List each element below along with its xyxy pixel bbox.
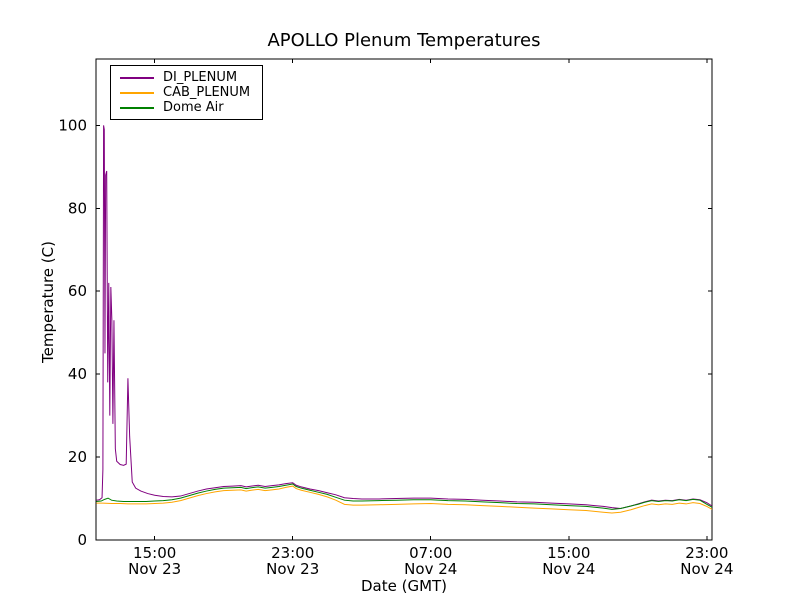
x-tick-label-date: Nov 23: [266, 560, 319, 578]
axes-border: [95, 58, 713, 541]
chart-title: APOLLO Plenum Temperatures: [267, 30, 541, 51]
x-tick-label-time: 23:00: [271, 544, 314, 562]
y-tick-label: 0: [77, 531, 87, 549]
x-axis-label: Date (GMT): [360, 577, 448, 595]
legend-label: CAB_PLENUM: [163, 85, 251, 100]
x-tick-label-date: Nov 23: [128, 560, 181, 578]
y-axis-label: Temperature (C): [39, 241, 57, 363]
series-line-DI_PLENUM: [96, 125, 713, 509]
legend-line-sample: [120, 91, 154, 94]
x-tick-label-time: 07:00: [409, 544, 452, 562]
y-tick-label: 40: [68, 365, 87, 383]
legend-item: CAB_PLENUM: [120, 85, 250, 100]
x-tick-label-time: 15:00: [547, 544, 590, 562]
legend-label: DI_PLENUM: [163, 70, 238, 85]
x-tick-label-time: 23:00: [685, 544, 728, 562]
legend-item: DI_PLENUM: [120, 70, 250, 85]
legend: DI_PLENUM CAB_PLENUM Dome Air: [110, 65, 264, 120]
series-line-CAB_PLENUM: [96, 485, 713, 514]
series-line-Dome-Air: [96, 483, 713, 510]
y-tick-label: 20: [68, 448, 87, 466]
x-tick-label-date: Nov 24: [404, 560, 457, 578]
y-tick-label: 100: [58, 116, 87, 134]
legend-line-sample: [120, 76, 154, 79]
legend-line-sample: [120, 106, 154, 109]
legend-label: Dome Air: [163, 100, 224, 115]
legend-item: Dome Air: [120, 100, 250, 115]
x-tick-label-date: Nov 24: [680, 560, 733, 578]
y-tick-label: 60: [68, 282, 87, 300]
x-tick-label-time: 15:00: [133, 544, 176, 562]
x-tick-label-date: Nov 24: [542, 560, 595, 578]
y-tick-label: 80: [68, 199, 87, 217]
